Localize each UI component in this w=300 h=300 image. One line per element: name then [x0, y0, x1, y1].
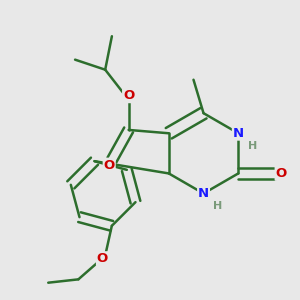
Text: N: N [198, 187, 209, 200]
Text: H: H [213, 201, 222, 211]
Text: O: O [123, 89, 134, 102]
Text: N: N [233, 127, 244, 140]
Text: O: O [103, 159, 115, 172]
Text: O: O [275, 167, 287, 180]
Text: H: H [248, 141, 257, 151]
Text: O: O [97, 252, 108, 265]
